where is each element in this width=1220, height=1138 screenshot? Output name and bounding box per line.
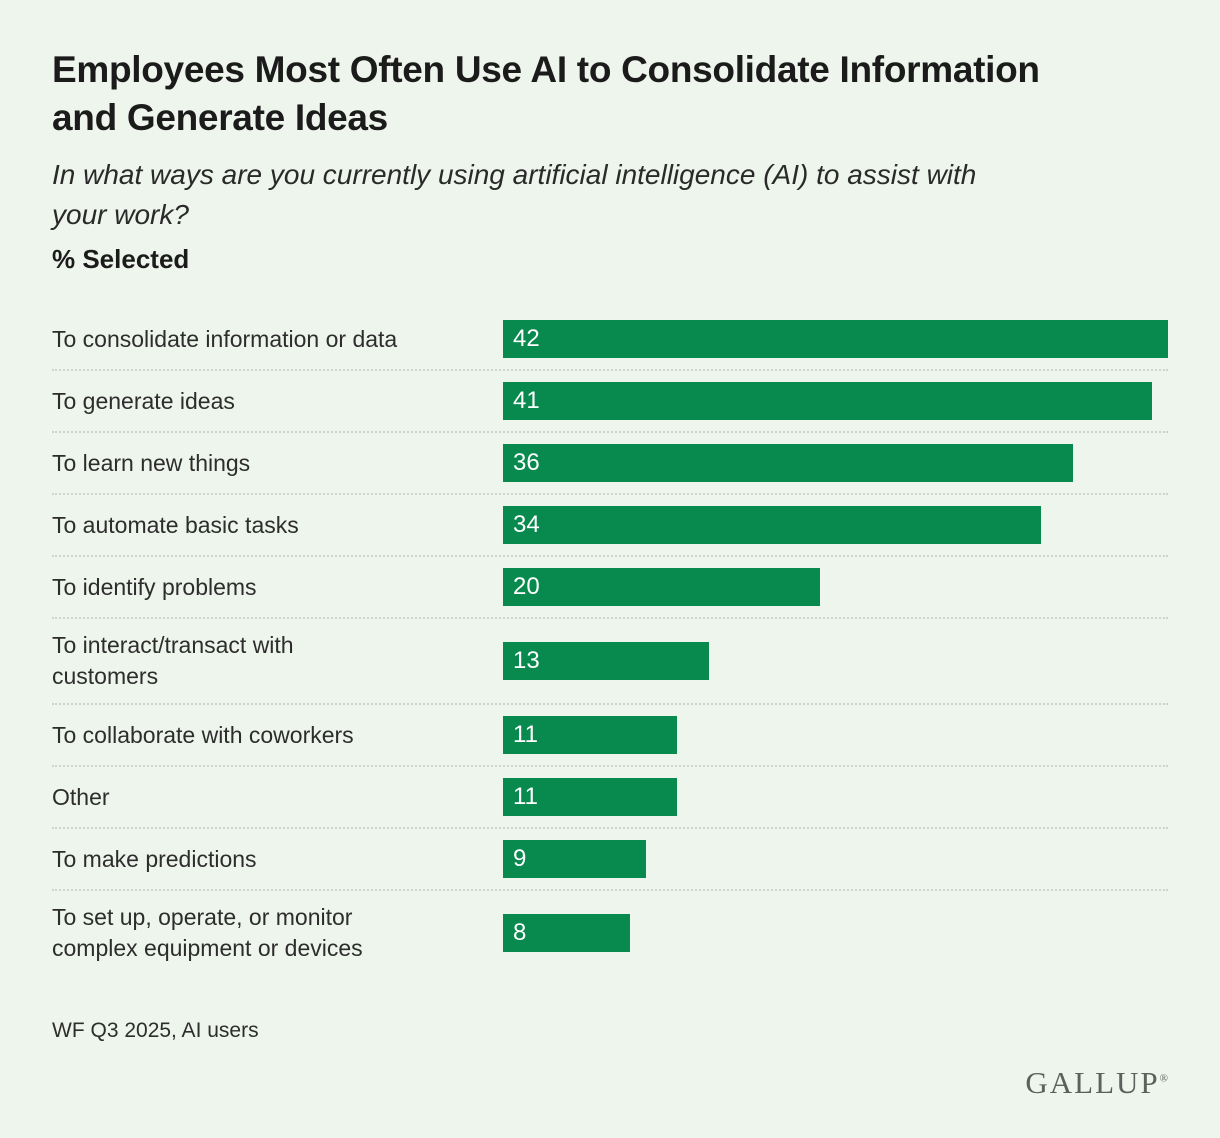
bar-track: 13: [503, 642, 1168, 680]
bar-track: 36: [503, 444, 1168, 482]
chart-row: To set up, operate, or monitor complex eq…: [52, 891, 1168, 975]
bar-value-label: 42: [513, 325, 540, 352]
bar: 20: [503, 568, 820, 606]
brand-row: GALLUP®: [52, 1065, 1168, 1101]
chart-row: To identify problems 20: [52, 557, 1168, 619]
category-label: To automate basic tasks: [52, 510, 503, 541]
bar-value-label: 41: [513, 387, 540, 414]
source-footnote: WF Q3 2025, AI users: [52, 1019, 259, 1042]
category-label-line: To generate ideas: [52, 387, 235, 414]
category-label: To set up, operate, or monitor complex eq…: [52, 902, 503, 964]
bar-chart: To consolidate information or data 42 To g…: [52, 309, 1168, 975]
bar: 41: [503, 382, 1153, 420]
bar-track: 9: [503, 840, 1168, 878]
bar: 13: [503, 642, 709, 680]
bar-value-label: 13: [513, 647, 540, 674]
bar-track: 8: [503, 914, 1168, 952]
survey-question: In what ways are you currently using art…: [52, 155, 1168, 235]
chart-page: Employees Most Often Use AI to Consolida…: [52, 46, 1168, 1101]
bar-track: 20: [503, 568, 1168, 606]
chart-row: To make predictions 9: [52, 829, 1168, 891]
bar-value-label: 11: [513, 783, 538, 810]
page-title: Employees Most Often Use AI to Consolida…: [52, 46, 1168, 142]
bar: 11: [503, 778, 678, 816]
chart-row: To automate basic tasks 34: [52, 495, 1168, 557]
category-label: To generate ideas: [52, 386, 503, 417]
bar-track: 34: [503, 506, 1168, 544]
category-label-line: complex equipment or devices: [52, 935, 363, 961]
survey-question-line-2: your work?: [52, 199, 189, 230]
bar-value-label: 34: [513, 511, 540, 538]
bar: 36: [503, 444, 1073, 482]
category-label-line: Other: [52, 783, 110, 810]
bar: 34: [503, 506, 1042, 544]
category-label-line: To set up, operate, or monitor: [52, 904, 353, 930]
bar-track: 11: [503, 778, 1168, 816]
bar-value-label: 9: [513, 845, 527, 872]
category-label: To consolidate information or data: [52, 324, 503, 355]
chart-row: To collaborate with coworkers 11: [52, 705, 1168, 767]
category-label: To identify problems: [52, 572, 503, 603]
category-label: To learn new things: [52, 448, 503, 479]
page-title-line-1: Employees Most Often Use AI to Consolida…: [52, 49, 1040, 90]
gallup-logo: GALLUP®: [1025, 1065, 1168, 1100]
bar-track: 42: [503, 320, 1168, 358]
category-label-line: customers: [52, 663, 159, 689]
gallup-logo-text: GALLUP: [1025, 1065, 1160, 1100]
category-label: Other: [52, 782, 503, 813]
chart-row: To learn new things 36: [52, 433, 1168, 495]
chart-row: To interact/transact with customers 13: [52, 619, 1168, 705]
unit-label: % Selected: [52, 244, 190, 274]
page-title-line-2: and Generate Ideas: [52, 97, 388, 138]
category-label-line: To identify problems: [52, 573, 257, 600]
bar-value-label: 20: [513, 573, 540, 600]
survey-question-line-1: In what ways are you currently using art…: [52, 159, 977, 190]
category-label: To collaborate with coworkers: [52, 720, 503, 751]
category-label: To interact/transact with customers: [52, 630, 503, 692]
chart-row: To consolidate information or data 42: [52, 309, 1168, 371]
bar-value-label: 11: [513, 721, 538, 748]
bar: 8: [503, 914, 630, 952]
bar-value-label: 36: [513, 449, 540, 476]
category-label-line: To collaborate with coworkers: [52, 721, 354, 748]
chart-row: Other 11: [52, 767, 1168, 829]
bar-value-label: 8: [513, 919, 527, 946]
category-label-line: To automate basic tasks: [52, 511, 299, 538]
category-label-line: To consolidate information or data: [52, 325, 398, 352]
bar: 9: [503, 840, 646, 878]
bar: 11: [503, 716, 678, 754]
category-label-line: To interact/transact with: [52, 632, 294, 658]
registered-trademark-symbol: ®: [1159, 1072, 1168, 1085]
category-label-line: To learn new things: [52, 449, 251, 476]
category-label: To make predictions: [52, 844, 503, 875]
category-label-line: To make predictions: [52, 845, 257, 872]
bar-track: 41: [503, 382, 1168, 420]
chart-row: To generate ideas 41: [52, 371, 1168, 433]
bar: 42: [503, 320, 1168, 358]
bar-track: 11: [503, 716, 1168, 754]
